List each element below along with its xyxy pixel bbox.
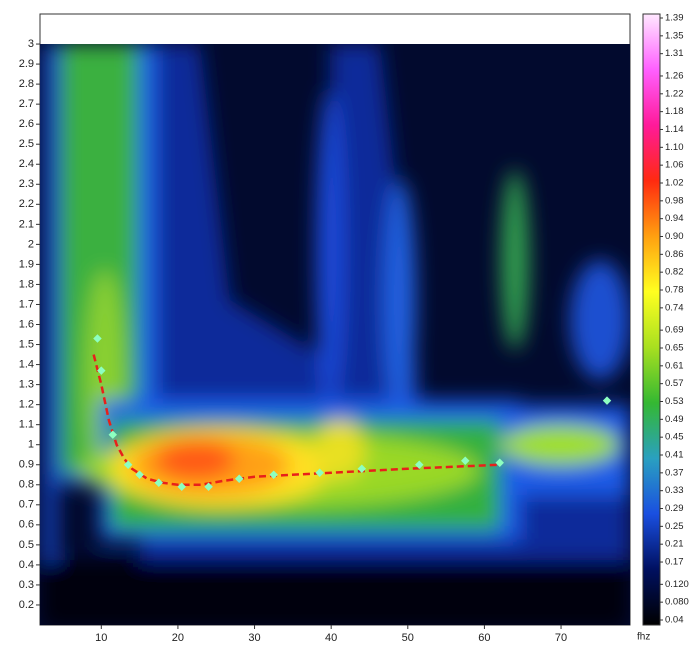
pick-point: [108, 430, 118, 439]
y-tick-label: 1.5: [19, 338, 34, 350]
colorbar-tick-label: 1.10: [665, 142, 684, 153]
colorbar-tick-label: 0.080: [665, 597, 689, 608]
colorbar-tick-label: 0.90: [665, 231, 684, 242]
colorbar-axis: 1.39 1.35 1.31 1.26 1.22 1.18 1.14 1.10 1.06 1.02…: [660, 13, 689, 626]
colorbar-tick-label: 0.25: [665, 521, 684, 532]
colorbar-tick-label: 1.18: [665, 106, 684, 117]
y-tick-label: 1.4: [19, 358, 34, 370]
pick-point: [93, 334, 102, 343]
colorbar-tick-label: 0.94: [665, 213, 684, 224]
pick-point: [177, 482, 186, 492]
y-tick-label: 2.7: [19, 98, 34, 110]
colorbar-tick-label: 0.69: [665, 325, 684, 336]
colorbar-tick-label: 0.33: [665, 485, 684, 496]
y-tick-label: 0.5: [19, 539, 34, 551]
colorbar-tick-label: 1.22: [665, 88, 684, 99]
colorbar-tick-label: 0.86: [665, 249, 684, 260]
heatmap: [40, 44, 630, 625]
pick-point: [97, 366, 106, 375]
x-tick-label: 70: [555, 632, 567, 644]
y-tick-label: 0.8: [19, 479, 34, 491]
x-tick-label: 40: [325, 632, 337, 644]
y-tick-label: 0.9: [19, 459, 34, 471]
pick-point: [495, 458, 504, 467]
pick-point: [154, 478, 164, 488]
pick-point: [602, 396, 612, 405]
x-tick-label: 60: [478, 632, 490, 644]
y-tick-label: 2.9: [19, 58, 34, 70]
y-tick-label: 2: [28, 238, 34, 250]
y-tick-label: 1: [28, 439, 34, 451]
colorbar-tick-label: 1.02: [665, 178, 684, 189]
y-tick-label: 2.2: [19, 198, 34, 210]
y-tick-label: 1.3: [19, 379, 34, 391]
colorbar-tick-label: 1.35: [665, 30, 684, 41]
colorbar-tick-label: 1.06: [665, 160, 684, 171]
y-tick-label: 1.1: [19, 419, 34, 431]
colorbar-tick-label: 1.31: [665, 48, 684, 59]
colorbar-tick-label: 0.45: [665, 432, 684, 443]
colorbar-tick-label: 1.26: [665, 70, 684, 81]
heatmap-field: [40, 44, 630, 625]
pick-point: [269, 470, 278, 479]
y-tick-label: 0.4: [19, 559, 34, 571]
pick-point: [234, 474, 244, 484]
y-tick-label: 2.8: [19, 78, 34, 90]
y-tick-label: 0.7: [19, 499, 34, 511]
y-tick-label: 1.9: [19, 258, 34, 270]
y-tick-label: 1.2: [19, 399, 34, 411]
colorbar-tick-label: 0.21: [665, 539, 684, 550]
pick-point: [123, 460, 133, 469]
y-tick-label: 1.8: [19, 278, 34, 290]
colorbar-tick-label: 0.57: [665, 378, 684, 389]
colorbar-tick-label: 0.65: [665, 343, 684, 354]
colorbar-tick-label: 0.41: [665, 450, 684, 461]
colorbar-tick-label: 0.37: [665, 467, 684, 478]
pick-point: [415, 460, 424, 469]
y-tick-label: 2.3: [19, 178, 34, 190]
y-tick-label: 0.3: [19, 579, 34, 591]
pick-point: [461, 456, 470, 465]
colorbar: [642, 13, 661, 626]
y-tick-label: 2.6: [19, 118, 34, 130]
colorbar-tick-label: 0.17: [665, 557, 684, 568]
y-tick-label: 3: [28, 38, 34, 50]
pick-point: [357, 464, 367, 473]
colorbar-tick-label: 0.120: [665, 579, 689, 590]
y-tick-label: 0.6: [19, 519, 34, 531]
x-tick-label: 20: [172, 632, 184, 644]
colorbar-tick-label: 0.49: [665, 414, 684, 425]
colorbar-tick-label: 0.61: [665, 360, 684, 371]
x-tick-label: 50: [402, 632, 414, 644]
x-axis-label: fhz: [637, 632, 650, 643]
colorbar-tick-label: 1.14: [665, 124, 684, 135]
x-tick-label: 30: [248, 632, 260, 644]
colorbar-tick-label: 0.82: [665, 267, 684, 278]
y-tick-label: 2.5: [19, 138, 34, 150]
colorbar-tick-label: 1.39: [665, 13, 684, 24]
colorbar-tick-label: 0.29: [665, 503, 684, 514]
y-tick-label: 2.4: [19, 158, 34, 170]
colorbar-tick-label: 0.53: [665, 396, 684, 407]
y-tick-label: 1.7: [19, 298, 34, 310]
colorbar-tick-label: 0.74: [665, 302, 684, 313]
pick-point: [135, 470, 144, 479]
y-tick-label: 0.2: [19, 599, 34, 611]
colorbar-tick-label: 0.04: [665, 615, 684, 626]
y-tick-label: 2.1: [19, 218, 34, 230]
x-tick-label: 10: [95, 632, 107, 644]
pick-point: [315, 468, 324, 477]
pick-point: [204, 482, 213, 492]
y-tick-label: 1.6: [19, 318, 34, 330]
colorbar-tick-label: 0.78: [665, 285, 684, 296]
colorbar-tick-label: 0.98: [665, 195, 684, 206]
